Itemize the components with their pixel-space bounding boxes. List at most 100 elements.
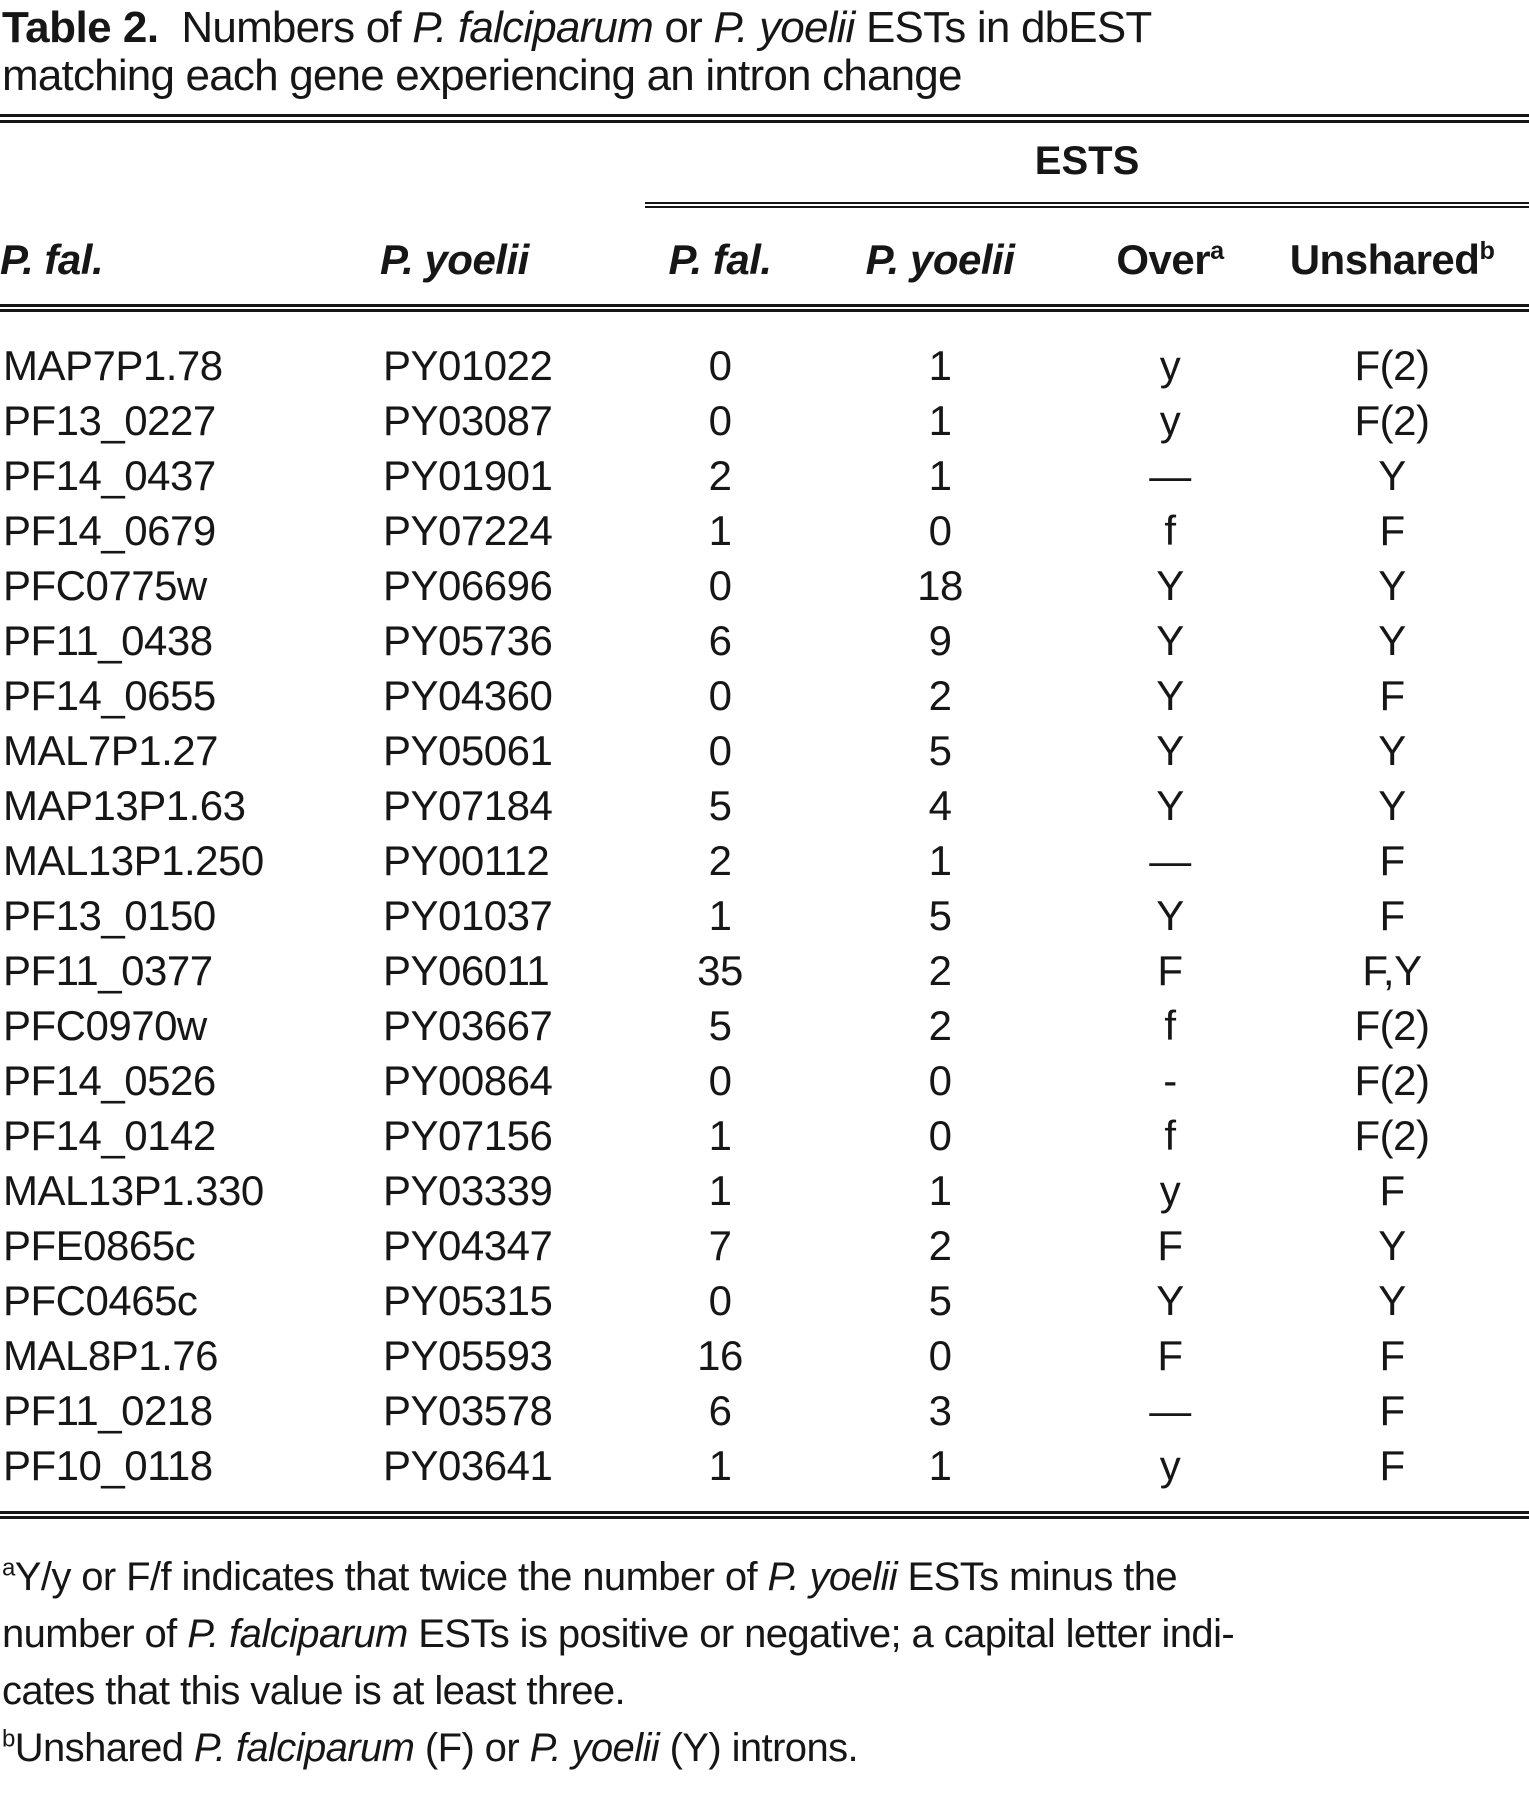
cell-pyoelii-gene: PY07184 [383, 782, 553, 829]
cell-pfal-ests: 7 [708, 1222, 732, 1269]
text-segment: number of [2, 1612, 188, 1656]
cell-unshared: F [1379, 507, 1405, 554]
cell-pfal-gene: PF14_0655 [3, 672, 216, 719]
cell-pfal-ests: 6 [708, 1387, 732, 1434]
cell-pfal-gene: PFC0775w [3, 562, 207, 609]
cell-pyoelii-gene: PY06696 [383, 562, 553, 609]
footnote-a: aY/y or F/f indicates that twice the num… [2, 1549, 1529, 1720]
cell-over: f [1164, 507, 1176, 554]
cell-unshared: F [1379, 1442, 1405, 1489]
cell-over: — [1149, 452, 1191, 499]
cell-over: — [1149, 1387, 1191, 1434]
cell-pfal-ests: 16 [697, 1332, 743, 1379]
cell-pfal-ests: 5 [708, 1002, 732, 1049]
col-header-pfal-ests: P. fal. [645, 205, 795, 312]
table-title: Table 2. Numbers of P. falciparum or P. … [0, 0, 1529, 123]
text-segment: Y/y or F/f indicates that twice the numb… [14, 1555, 768, 1599]
cell-unshared: Y [1378, 617, 1406, 664]
cell-pyoelii-gene: PY07224 [383, 507, 553, 554]
text-segment: P. falciparum [193, 1726, 415, 1770]
cell-pyoelii-ests: 18 [917, 562, 963, 609]
cell-pfal-gene: MAL13P1.330 [3, 1167, 264, 1214]
table-row: PF13_0150 PY01037 1 5 Y F [0, 888, 1529, 943]
table-row: MAL7P1.27 PY05061 0 5 Y Y [0, 723, 1529, 778]
table-row: MAP13P1.63 PY07184 5 4 Y Y [0, 778, 1529, 833]
cell-unshared: F [1379, 672, 1405, 719]
cell-over: — [1149, 837, 1191, 884]
cell-over: Y [1156, 617, 1184, 664]
cell-pyoelii-ests: 1 [928, 1442, 952, 1489]
cell-over: F [1157, 1332, 1183, 1379]
est-table-body: MAP7P1.78 PY01022 0 1 y F(2) PF13_0227 PY03087 0… [0, 308, 1529, 1515]
cell-pyoelii-gene: PY04347 [383, 1222, 553, 1269]
cell-pyoelii-ests: 5 [928, 1277, 952, 1324]
cell-pyoelii-gene: PY01037 [383, 892, 553, 939]
cell-pyoelii-gene: PY01901 [383, 452, 553, 499]
table-row: MAL13P1.250 PY00112 2 1 — F [0, 833, 1529, 888]
cell-pyoelii-gene: PY04360 [383, 672, 553, 719]
cell-unshared: Y [1378, 782, 1406, 829]
text-segment: matching each gene experiencing an intro… [2, 51, 962, 100]
cell-unshared: F(2) [1354, 397, 1431, 444]
cell-pfal-ests: 0 [708, 672, 732, 719]
cell-pyoelii-gene: PY05593 [383, 1332, 553, 1379]
table-row: PFC0465c PY05315 0 5 Y Y [0, 1273, 1529, 1328]
cell-over: f [1164, 1002, 1176, 1049]
est-table-head: ESTS P. fal. P. yoelii P. fal. P. yoelii Ove… [0, 123, 1529, 312]
table-row: PF13_0227 PY03087 0 1 y F(2) [0, 393, 1529, 448]
ests-group-header: ESTS [645, 123, 1529, 208]
cell-pyoelii-ests: 9 [928, 617, 952, 664]
cell-pfal-gene: MAP7P1.78 [3, 342, 223, 389]
cell-unshared: F [1379, 1167, 1405, 1214]
cell-pyoelii-gene: PY05061 [383, 727, 553, 774]
column-header-row: P. fal. P. yoelii P. fal. P. yoelii Overa Uns… [0, 205, 1529, 312]
cell-pyoelii-ests: 0 [928, 1332, 952, 1379]
text-segment: Unshared [14, 1726, 194, 1770]
cell-pfal-gene: PF14_0142 [3, 1112, 216, 1159]
col-header-label: P. yoelii [380, 236, 529, 283]
cell-unshared: Y [1378, 562, 1406, 609]
cell-pfal-gene: PF14_0437 [3, 452, 216, 499]
cell-pfal-ests: 0 [708, 397, 732, 444]
cell-pfal-gene: PFE0865c [3, 1222, 196, 1269]
col-header-pyoelii-ests: P. yoelii [795, 205, 1085, 312]
footnote-marker-icon: b [1479, 237, 1495, 265]
cell-pfal-ests: 0 [708, 562, 732, 609]
col-header-label: Unshared [1289, 236, 1480, 283]
table-row: PFC0775w PY06696 0 18 Y Y [0, 558, 1529, 613]
cell-over: - [1163, 1057, 1177, 1104]
text-segment: P. yoelii [767, 1555, 898, 1599]
cell-pfal-gene: PF11_0438 [3, 617, 213, 664]
cell-unshared: Y [1378, 1277, 1406, 1324]
table-row: MAP7P1.78 PY01022 0 1 y F(2) [0, 308, 1529, 393]
cell-pfal-ests: 0 [708, 727, 732, 774]
cell-pyoelii-gene: PY01022 [383, 342, 553, 389]
cell-pyoelii-ests: 2 [928, 672, 952, 719]
cell-pfal-ests: 0 [708, 1057, 732, 1104]
footnote-marker-icon: a [2, 1554, 15, 1582]
cell-over: Y [1156, 562, 1184, 609]
cell-pyoelii-gene: PY03641 [383, 1442, 553, 1489]
col-header-label: Over [1116, 236, 1211, 283]
text-segment: P. yoelii [713, 3, 855, 52]
cell-pfal-gene: MAP13P1.63 [3, 782, 246, 829]
cell-over: y [1159, 397, 1181, 444]
text-segment: ESTs minus the [897, 1555, 1178, 1599]
cell-pyoelii-gene: PY07156 [383, 1112, 553, 1159]
cell-pyoelii-ests: 1 [928, 452, 952, 499]
cell-over: y [1159, 1442, 1181, 1489]
text-segment: P. falciparum [412, 3, 654, 52]
table-row: PF14_0142 PY07156 1 0 f F(2) [0, 1108, 1529, 1163]
col-header-label: P. yoelii [865, 236, 1015, 283]
text-segment: (Y) introns. [659, 1726, 859, 1770]
col-header-over: Overa [1085, 205, 1255, 312]
text-segment: P. yoelii [529, 1726, 660, 1770]
table-row: PFE0865c PY04347 7 2 F Y [0, 1218, 1529, 1273]
cell-pfal-ests: 1 [708, 1442, 732, 1489]
cell-pyoelii-ests: 0 [928, 507, 952, 554]
cell-pfal-ests: 1 [708, 892, 732, 939]
footnote-marker-icon: b [2, 1725, 15, 1753]
table-row: PF10_0118 PY03641 1 1 y F [0, 1438, 1529, 1515]
text-segment: Numbers of [158, 3, 413, 52]
